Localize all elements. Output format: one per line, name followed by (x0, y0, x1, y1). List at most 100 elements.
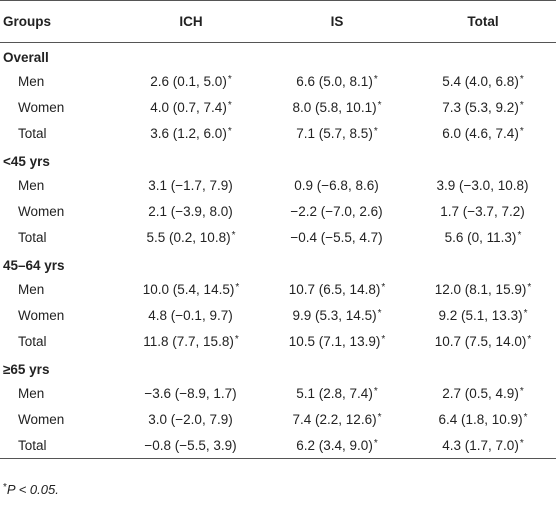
cell-total: 6.4 (1.8, 10.9)* (410, 407, 556, 433)
row-label: Total (0, 432, 118, 459)
table-row: Total −0.8 (−5.5, 3.9) 6.2 (3.4, 9.0) * 4.3 … (0, 432, 556, 459)
cell-ich: 4.8 (−0.1, 9.7) (118, 303, 264, 329)
cell-ich: −3.6 (−8.9, 1.7) (118, 381, 264, 407)
cell-ich: 3.0 (−2.0, 7.9) (118, 407, 264, 433)
header-ich: ICH (118, 0, 264, 43)
cell-value: 3.9 (−3.0, 10.8) (436, 178, 529, 193)
cell-total: 10.7 (7.5, 14.0)* (410, 329, 556, 355)
significance-mark: * (527, 334, 532, 345)
cell-total: 4.3 (1.7, 7.0)* (410, 432, 556, 459)
table-row: Women 3.0 (−2.0, 7.9) 7.4 (2.2, 12.6)* 6.4 … (0, 407, 556, 433)
significance-mark: * (519, 437, 524, 449)
cell-value: 11.8 (7.7, 15.8) (143, 334, 234, 349)
significance-mark: * (227, 100, 232, 111)
group-title: <45 yrs (3, 153, 50, 169)
cell-is: 10.5 (7.1, 13.9)* (264, 329, 410, 355)
significance-mark: * (373, 126, 378, 137)
cell-value: 10.7 (6.5, 14.8) (288, 282, 381, 297)
cell-value: 5.4 (4.0, 6.8) (442, 74, 519, 89)
cell-value: 6.2 (3.4, 9.0) (296, 437, 373, 453)
cell-total: 9.2 (5.1, 13.3)* (410, 303, 556, 329)
row-label: Total (18, 230, 47, 245)
cell-total: 1.7 (−3.7, 7.2) (410, 199, 556, 225)
cell-value: 12.0 (8.1, 15.9) (434, 282, 527, 297)
significance-mark: * (519, 74, 524, 85)
cell-ich: 3.6 (1.2, 6.0)* (118, 121, 264, 147)
cell-total: 12.0 (8.1, 15.9)* (410, 277, 556, 303)
row-label: Women (18, 204, 65, 219)
group-row: <45 yrs (0, 147, 556, 173)
group-title: ≥65 yrs (3, 361, 50, 377)
significance-mark: * (519, 100, 524, 111)
cell-total: 3.9 (−3.0, 10.8) (410, 173, 556, 199)
significance-mark: * (519, 386, 524, 397)
table-row: Men 3.1 (−1.7, 7.9) 0.9 (−6.8, 8.6) 3.9 (−3… (0, 173, 556, 199)
row-label: Total (18, 334, 47, 349)
cell-ich: 2.1 (−3.9, 8.0) (118, 199, 264, 225)
cell-is: 5.1 (2.8, 7.4)* (264, 381, 410, 407)
cell-total: 7.3 (5.3, 9.2)* (410, 95, 556, 121)
cell-is: 8.0 (5.8, 10.1)* (264, 95, 410, 121)
cell-is: 7.1 (5.7, 8.5)* (264, 121, 410, 147)
group-title: 45–64 yrs (3, 257, 65, 273)
cell-total: 5.6 (0, 11.3)* (410, 225, 556, 251)
cell-is: 10.7 (6.5, 14.8)* (264, 277, 410, 303)
significance-mark: * (373, 74, 378, 85)
cell-value: 0.9 (−6.8, 8.6) (294, 178, 379, 193)
significance-mark: * (377, 308, 382, 319)
table-row: Women 2.1 (−3.9, 8.0) −2.2 (−7.0, 2.6) 1.7 … (0, 199, 556, 225)
table-row: Men 10.0 (5.4, 14.5)* 10.7 (6.5, 14.8)* 12.… (0, 277, 556, 303)
cell-value: 2.1 (−3.9, 8.0) (148, 204, 233, 219)
cell-value: 2.6 (0.1, 5.0) (150, 74, 227, 89)
cell-value: 4.3 (1.7, 7.0) (442, 437, 519, 453)
cell-ich: −0.8 (−5.5, 3.9) (118, 432, 264, 459)
cell-value: 6.0 (4.6, 7.4) (442, 126, 519, 141)
header-total: Total (410, 0, 556, 43)
table-row: Total 11.8 (7.7, 15.8)* 10.5 (7.1, 13.9)* 1… (0, 329, 556, 355)
cell-is: 7.4 (2.2, 12.6)* (264, 407, 410, 433)
cell-value: −0.8 (−5.5, 3.9) (144, 437, 237, 453)
row-label: Women (18, 100, 65, 115)
cell-value: 3.0 (−2.0, 7.9) (148, 412, 233, 427)
table-row: Women 4.8 (−0.1, 9.7) 9.9 (5.3, 14.5)* 9.2 … (0, 303, 556, 329)
cell-value: 6.4 (1.8, 10.9) (438, 412, 523, 427)
cell-ich: 5.5 (0.2, 10.8)* (118, 225, 264, 251)
cell-value: 9.2 (5.1, 13.3) (438, 308, 523, 323)
cell-value: 4.0 (0.7, 7.4) (150, 100, 227, 115)
cell-is: 9.9 (5.3, 14.5)* (264, 303, 410, 329)
table-row: Total 5.5 (0.2, 10.8)* −0.4 (−5.5, 4.7) 5.6… (0, 225, 556, 251)
significance-mark: * (227, 74, 232, 85)
cell-value: 5.1 (2.8, 7.4) (296, 386, 373, 401)
table-row: Total 3.6 (1.2, 6.0)* 7.1 (5.7, 8.5)* 6.0 (… (0, 121, 556, 147)
group-row: Overall (0, 43, 556, 69)
cell-is: −0.4 (−5.5, 4.7) (264, 225, 410, 251)
cell-value: 1.7 (−3.7, 7.2) (440, 204, 525, 219)
cell-value: 7.1 (5.7, 8.5) (296, 126, 373, 141)
cell-value: −0.4 (−5.5, 4.7) (290, 230, 383, 245)
row-label: Men (18, 386, 45, 401)
significance-mark: * (231, 230, 236, 241)
significance-mark: * (527, 282, 532, 293)
cell-value: 3.1 (−1.7, 7.9) (148, 178, 233, 193)
table-body: Overall Men 2.6 (0.1, 5.0)* 6.6 (5.0, 8.1)*… (0, 43, 556, 459)
cell-value: 5.6 (0, 11.3) (444, 230, 517, 245)
significance-mark: * (227, 126, 232, 137)
results-table: Groups ICH IS Total Overall Men 2.6 (0.1, … (0, 0, 556, 459)
cell-ich: 4.0 (0.7, 7.4)* (118, 95, 264, 121)
cell-value: 8.0 (5.8, 10.1) (292, 100, 377, 115)
significance-mark: * (519, 126, 524, 137)
group-row: ≥65 yrs (0, 355, 556, 381)
significance-mark: * (373, 386, 378, 397)
cell-value: 7.3 (5.3, 9.2) (442, 100, 519, 115)
cell-value: 2.7 (0.5, 4.9) (442, 386, 519, 401)
header-is: IS (264, 0, 410, 43)
cell-value: 10.7 (7.5, 14.0) (434, 334, 527, 349)
cell-value: 10.5 (7.1, 13.9) (288, 334, 381, 349)
cell-value: 4.8 (−0.1, 9.7) (148, 308, 233, 323)
cell-ich: 11.8 (7.7, 15.8)* (118, 329, 264, 355)
significance-mark: * (381, 334, 386, 345)
cell-ich: 2.6 (0.1, 5.0)* (118, 69, 264, 95)
cell-total: 5.4 (4.0, 6.8)* (410, 69, 556, 95)
significance-mark: * (517, 230, 522, 241)
row-label: Men (18, 178, 45, 193)
